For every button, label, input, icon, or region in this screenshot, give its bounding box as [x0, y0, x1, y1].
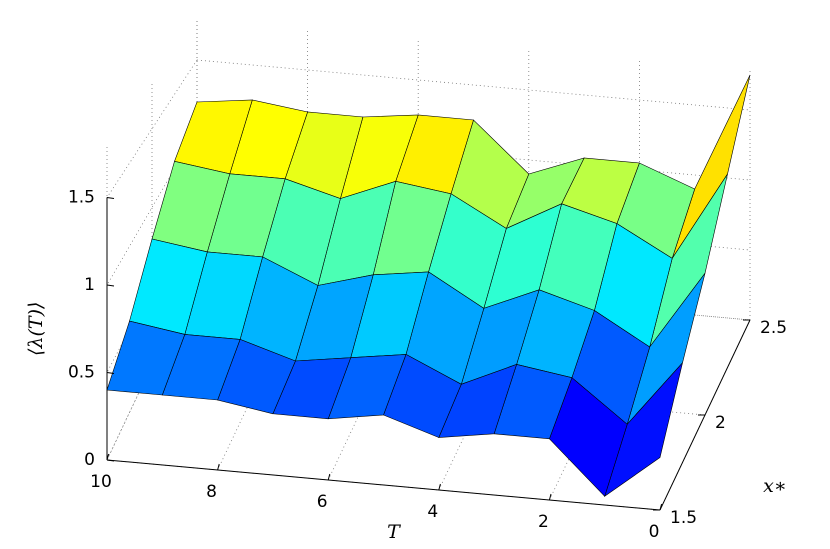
x-tick-label: 2: [538, 512, 549, 532]
surface-patch: [106, 320, 186, 396]
z-tick: [106, 372, 115, 374]
x-tick: [327, 473, 331, 481]
x-tick-label: 0: [649, 522, 660, 542]
z-tick: [106, 459, 115, 462]
x-tick-label: 10: [90, 472, 112, 492]
y-tick-label: 1.5: [670, 508, 697, 528]
y-tick-label: 2: [715, 413, 726, 433]
x-tick: [217, 463, 220, 471]
y-axis-label: x∗: [763, 475, 787, 497]
grid-line: [196, 59, 751, 111]
z-tick-label: 0: [84, 450, 95, 470]
x-tick: [548, 493, 552, 501]
z-tick-label: 1.5: [68, 188, 95, 208]
z-tick: [106, 197, 115, 199]
z-tick-label: 1: [84, 275, 95, 295]
x-axis-label: T: [387, 521, 401, 543]
x-tick-label: 4: [427, 502, 438, 522]
x-tick-label: 6: [317, 492, 328, 512]
x-tick: [438, 483, 441, 491]
z-tick-label: 0.5: [68, 363, 95, 383]
x-axis: [106, 459, 661, 511]
y-tick-label: 2.5: [760, 318, 787, 338]
x-tick: [659, 503, 663, 511]
z-axis-label: ⟨λ(T)⟩: [25, 302, 47, 356]
grid-line: [106, 59, 198, 198]
x-tick-label: 8: [206, 482, 217, 502]
z-tick: [106, 284, 115, 287]
x-tick: [106, 453, 110, 461]
